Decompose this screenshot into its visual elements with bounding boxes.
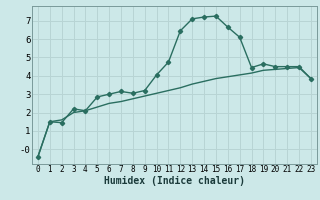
X-axis label: Humidex (Indice chaleur): Humidex (Indice chaleur)	[104, 176, 245, 186]
